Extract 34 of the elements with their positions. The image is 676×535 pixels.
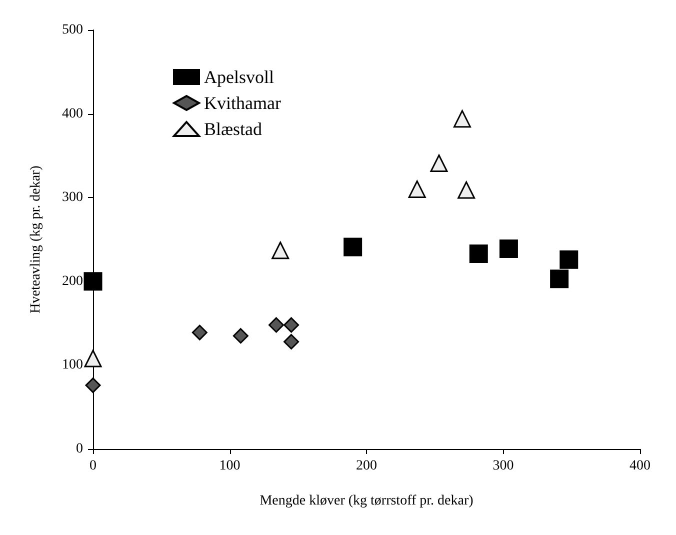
point xyxy=(560,250,578,269)
y-tick-label: 400 xyxy=(62,106,83,122)
point xyxy=(268,317,284,333)
point xyxy=(272,242,290,260)
point xyxy=(430,154,448,172)
x-axis-title: Mengde kløver (kg tørrstoff pr. dekar) xyxy=(260,494,474,508)
point xyxy=(192,324,208,340)
point xyxy=(284,334,300,350)
point xyxy=(232,328,248,344)
y-tick-label: 0 xyxy=(76,442,83,456)
point xyxy=(499,239,518,258)
x-tick-label: 0 xyxy=(90,458,96,474)
x-tick-label: 100 xyxy=(219,458,240,474)
point xyxy=(84,350,102,368)
legend-label: Blæstad xyxy=(204,119,262,139)
point xyxy=(453,110,471,128)
legend-label: Apelsvoll xyxy=(204,67,274,87)
y-tick-label: 200 xyxy=(62,274,83,289)
point xyxy=(85,378,101,394)
y-tick-label: 300 xyxy=(62,190,83,206)
point xyxy=(550,270,569,288)
point xyxy=(408,180,426,198)
x-tick-label: 400 xyxy=(630,458,650,474)
legend-label: Kvithamar xyxy=(204,93,281,113)
y-tick-label: 100 xyxy=(62,358,83,373)
point xyxy=(469,244,488,263)
y-axis-title: Hveteavling (kg pr. dekar) xyxy=(28,165,44,314)
point xyxy=(344,238,362,256)
y-tick-label: 500 xyxy=(62,22,83,38)
x-tick-label: 300 xyxy=(492,458,514,474)
point xyxy=(458,181,476,199)
x-tick-label: 200 xyxy=(356,458,377,474)
point xyxy=(84,272,102,291)
point xyxy=(284,317,300,333)
